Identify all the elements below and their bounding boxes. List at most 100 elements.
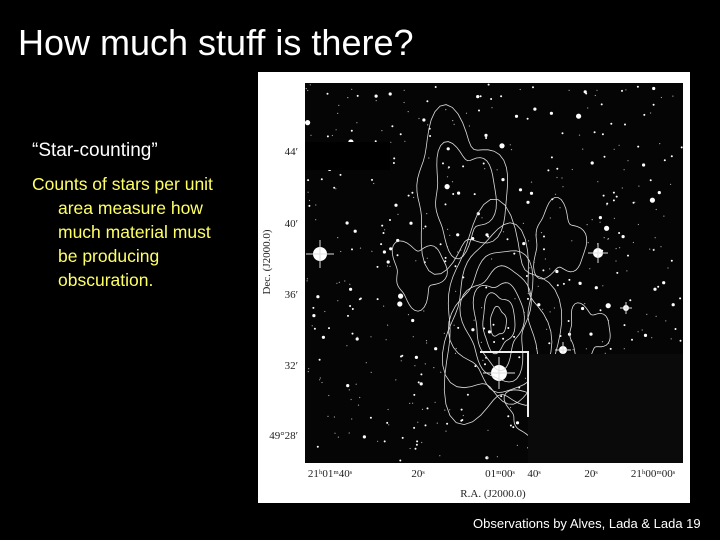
star xyxy=(426,257,428,259)
star xyxy=(594,94,596,97)
star xyxy=(388,92,392,96)
star xyxy=(576,113,582,119)
star xyxy=(331,134,333,137)
star xyxy=(337,300,339,302)
star xyxy=(550,156,553,159)
star xyxy=(308,368,310,370)
star xyxy=(619,247,621,249)
star xyxy=(502,231,505,233)
star xyxy=(409,402,411,404)
star xyxy=(350,398,352,401)
star xyxy=(391,125,394,128)
star xyxy=(507,327,510,329)
star xyxy=(680,146,683,149)
star xyxy=(604,225,610,231)
star xyxy=(653,248,655,250)
star xyxy=(351,418,353,420)
star xyxy=(449,409,451,411)
star xyxy=(305,88,307,90)
star xyxy=(518,356,521,359)
star xyxy=(660,246,662,248)
star xyxy=(606,204,608,206)
x-tick-label: 21ʰ01ᵐ40ˢ xyxy=(308,468,353,480)
star xyxy=(416,440,419,443)
star xyxy=(349,283,351,285)
star xyxy=(601,133,604,136)
contour xyxy=(459,265,532,383)
star xyxy=(414,447,417,450)
star xyxy=(637,223,639,226)
star xyxy=(433,367,435,369)
contour xyxy=(490,305,507,337)
x-tick-label: 01ᵐ00ˢ xyxy=(485,468,515,480)
star xyxy=(515,421,520,425)
star xyxy=(629,299,632,302)
star xyxy=(395,379,397,381)
star xyxy=(514,298,516,300)
star xyxy=(571,240,573,242)
star xyxy=(549,217,551,219)
star xyxy=(632,241,634,244)
star xyxy=(444,260,447,263)
star xyxy=(476,95,480,99)
star xyxy=(380,243,383,246)
star xyxy=(396,254,399,257)
star xyxy=(371,178,373,181)
star xyxy=(455,290,457,292)
star xyxy=(444,256,447,259)
star xyxy=(663,159,666,162)
star xyxy=(358,298,361,301)
star xyxy=(349,287,353,291)
star xyxy=(493,341,496,343)
star xyxy=(344,280,346,282)
star xyxy=(439,455,441,457)
star xyxy=(313,327,316,330)
contour xyxy=(569,302,611,364)
star xyxy=(481,217,483,219)
star xyxy=(662,281,666,285)
star xyxy=(679,297,682,300)
star xyxy=(602,194,605,197)
star xyxy=(347,97,349,99)
star xyxy=(616,271,619,274)
star xyxy=(624,123,626,126)
star xyxy=(324,310,326,313)
star xyxy=(499,143,505,149)
star xyxy=(618,232,621,234)
star xyxy=(423,310,425,312)
star xyxy=(456,233,460,237)
star xyxy=(353,229,357,233)
star xyxy=(480,341,482,343)
star xyxy=(447,228,449,230)
star xyxy=(383,440,386,443)
y-axis-label: Dec. (J2000.0) xyxy=(261,229,273,294)
star xyxy=(513,335,516,338)
star xyxy=(351,88,353,90)
star xyxy=(670,259,673,262)
star xyxy=(315,219,317,221)
star xyxy=(447,167,449,169)
star xyxy=(553,307,555,309)
star xyxy=(571,168,573,171)
star xyxy=(369,416,372,419)
star xyxy=(610,122,613,125)
star xyxy=(327,415,329,417)
star xyxy=(457,191,461,195)
star xyxy=(318,358,321,361)
star xyxy=(445,430,447,432)
star xyxy=(457,251,459,253)
star xyxy=(597,181,599,183)
star xyxy=(403,89,405,91)
star xyxy=(481,307,483,309)
star xyxy=(582,148,584,150)
star xyxy=(337,112,339,114)
star xyxy=(533,107,537,111)
star xyxy=(671,303,675,307)
star xyxy=(316,445,319,448)
star xyxy=(484,363,486,366)
star xyxy=(526,117,529,120)
star xyxy=(422,228,425,230)
star xyxy=(491,258,493,260)
star xyxy=(409,221,413,225)
star xyxy=(561,177,563,179)
